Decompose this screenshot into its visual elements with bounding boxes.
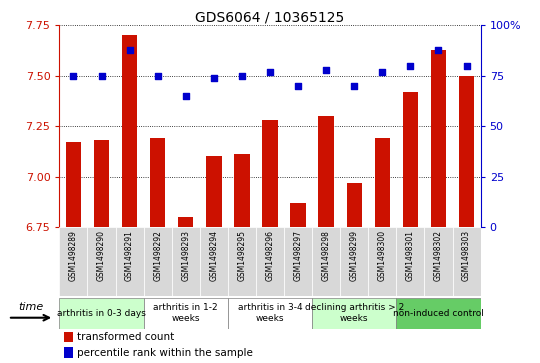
Bar (368, 227, 396, 296)
Bar (396, 227, 424, 296)
Bar (66, 142, 81, 227)
Text: transformed count: transformed count (77, 332, 174, 342)
Bar (262, 120, 278, 227)
Bar (87, 227, 116, 296)
Bar (256, 227, 284, 296)
Point (125, 47, 134, 53)
Bar (64, 332, 73, 342)
Bar (144, 227, 172, 296)
Text: GSM1498297: GSM1498297 (294, 231, 302, 281)
Point (434, 47, 443, 53)
Point (266, 69, 274, 75)
Text: GSM1498292: GSM1498292 (153, 231, 162, 281)
Bar (375, 138, 390, 227)
Text: arthritis in 1-2
weeks: arthritis in 1-2 weeks (153, 303, 218, 323)
Point (153, 73, 162, 79)
Bar (94, 140, 109, 227)
Bar (284, 227, 312, 296)
Bar (59, 227, 87, 296)
Text: GSM1498290: GSM1498290 (97, 231, 106, 281)
Bar (59, 298, 144, 329)
Point (322, 67, 330, 73)
Text: GDS6064 / 10365125: GDS6064 / 10365125 (195, 11, 345, 25)
Bar (228, 298, 312, 329)
Point (69, 73, 78, 79)
Bar (403, 92, 418, 227)
Text: GSM1498303: GSM1498303 (462, 231, 471, 281)
Bar (200, 227, 228, 296)
Bar (144, 298, 228, 329)
Point (97, 73, 106, 79)
Text: GSM1498295: GSM1498295 (238, 231, 246, 281)
Bar (172, 227, 200, 296)
Text: arthritis in 0-3 days: arthritis in 0-3 days (57, 309, 146, 318)
Point (378, 69, 387, 75)
Point (181, 93, 190, 99)
Bar (312, 298, 396, 329)
Text: GSM1498294: GSM1498294 (210, 231, 218, 281)
Bar (319, 116, 334, 227)
Bar (206, 156, 221, 227)
Bar (291, 203, 306, 227)
Bar (228, 227, 256, 296)
Text: GSM1498299: GSM1498299 (350, 231, 359, 281)
Bar (122, 36, 137, 227)
Bar (424, 227, 453, 296)
Text: declining arthritis > 2
weeks: declining arthritis > 2 weeks (305, 303, 404, 323)
Point (406, 63, 415, 69)
Bar (459, 76, 474, 227)
Bar (431, 50, 446, 227)
Text: GSM1498302: GSM1498302 (434, 231, 443, 281)
Text: time: time (18, 302, 44, 312)
Text: GSM1498298: GSM1498298 (322, 231, 330, 281)
Bar (340, 227, 368, 296)
Bar (234, 154, 249, 227)
Text: percentile rank within the sample: percentile rank within the sample (77, 348, 253, 358)
Point (294, 83, 302, 89)
Text: non-induced control: non-induced control (393, 309, 484, 318)
Bar (396, 298, 481, 329)
Bar (347, 183, 362, 227)
Bar (178, 217, 193, 227)
Text: GSM1498293: GSM1498293 (181, 231, 190, 281)
Bar (116, 227, 144, 296)
Bar (150, 138, 165, 227)
Point (210, 75, 218, 81)
Bar (312, 227, 340, 296)
Bar (64, 347, 73, 358)
Text: GSM1498301: GSM1498301 (406, 231, 415, 281)
Point (462, 63, 471, 69)
Text: GSM1498291: GSM1498291 (125, 231, 134, 281)
Point (350, 83, 359, 89)
Text: GSM1498289: GSM1498289 (69, 231, 78, 281)
Bar (453, 227, 481, 296)
Text: GSM1498300: GSM1498300 (378, 231, 387, 281)
Text: GSM1498296: GSM1498296 (266, 231, 274, 281)
Text: arthritis in 3-4
weeks: arthritis in 3-4 weeks (238, 303, 302, 323)
Point (238, 73, 246, 79)
